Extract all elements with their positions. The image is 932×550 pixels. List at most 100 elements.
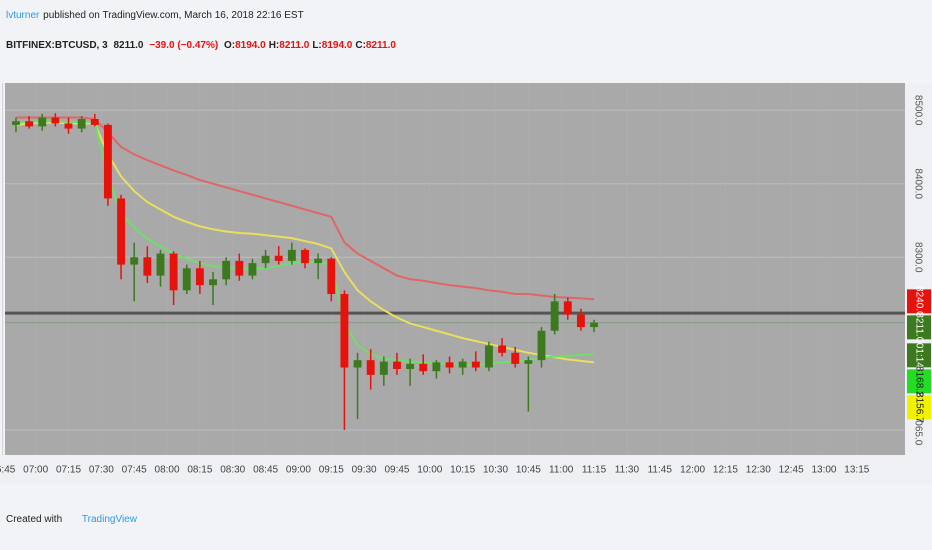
candle-body	[340, 293, 349, 368]
candle-body	[12, 121, 20, 125]
candle-body	[117, 198, 125, 265]
candle-body	[287, 249, 296, 261]
moving-average	[15, 121, 595, 364]
y-tick-label: 8500.0	[912, 95, 923, 126]
candle-body	[64, 123, 73, 129]
x-tick-label: 07:15	[56, 465, 81, 476]
price-label: 01:14	[913, 343, 924, 368]
y-tick-label: 8400.0	[912, 168, 923, 199]
candle-body	[130, 257, 139, 265]
candle-body	[77, 119, 86, 129]
chart: 8065.0 8300.0 8400.0 8500.0 06:45 07:00 07:15 0…	[0, 83, 932, 485]
candle-body	[301, 249, 309, 264]
x-tick-label: 09:30	[352, 465, 377, 476]
x-tick-label: 11:30	[615, 465, 640, 476]
author[interactable]: lvturner	[6, 10, 40, 21]
x-tick-label: 10:00	[417, 465, 442, 476]
candle-body	[314, 258, 323, 264]
candle-body	[38, 117, 47, 127]
ohlc-part: O:	[224, 40, 236, 51]
change: −39.0 (−0.47%)	[149, 40, 219, 51]
brand[interactable]: TradingView	[81, 514, 137, 525]
candle-body	[458, 361, 467, 368]
price-label-box	[907, 343, 931, 368]
price-label-box	[907, 289, 931, 314]
candle-body	[103, 124, 112, 199]
candle-body	[366, 360, 375, 375]
x-tick-label: 13:00	[811, 465, 836, 476]
candle-body	[248, 263, 257, 276]
published: published on TradingView.com, March 16, …	[43, 10, 304, 21]
candle-body	[195, 268, 204, 286]
last: 8211.0	[113, 40, 144, 51]
x-tick-label: 08:15	[187, 465, 212, 476]
candle-body	[90, 119, 99, 125]
x-tick-label: 07:45	[122, 465, 147, 476]
candle-body	[511, 352, 520, 364]
x-tick-label: 09:15	[319, 465, 344, 476]
price-label-box	[907, 315, 931, 340]
price-label-box	[907, 369, 931, 394]
ohlc-part: 8194.0	[235, 40, 266, 51]
price-label: 8211.0	[913, 312, 924, 342]
publish-line: lvturner published on TradingView.com, M…	[6, 10, 307, 21]
x-tick-label: 11:15	[582, 465, 607, 476]
candle-body	[169, 253, 178, 291]
symbol: BITFINEX:BTCUSD, 3	[6, 40, 108, 51]
candle-body	[471, 361, 480, 368]
x-tick-label: 09:45	[384, 465, 409, 476]
ohlc-part: 8211.0	[365, 40, 396, 51]
ohlc-part: 8194.0	[321, 40, 353, 51]
x-tick-label: 07:30	[89, 465, 114, 476]
candle-body	[524, 360, 533, 364]
candle-body	[353, 360, 362, 368]
price-label: 8240.0	[913, 286, 924, 317]
price-label-box	[907, 395, 931, 420]
x-tick-label: 12:30	[746, 465, 771, 476]
time-axis	[0, 455, 932, 485]
candle-body	[537, 330, 546, 361]
x-tick-label: 11:00	[549, 465, 574, 476]
x-tick-label: 10:30	[483, 465, 508, 476]
candle-body	[590, 322, 598, 328]
candle-body	[576, 314, 585, 328]
x-tick-label: 08:30	[220, 465, 245, 476]
x-tick-label: 09:00	[286, 465, 311, 476]
candle-body	[261, 255, 270, 264]
candle-body	[419, 363, 428, 372]
ohlc-part: L:	[312, 40, 322, 51]
x-tick-label: 08:00	[155, 465, 180, 476]
candle-body	[51, 117, 60, 124]
x-tick-label: 12:00	[680, 465, 705, 476]
candle-body	[222, 260, 231, 280]
x-tick-label: 10:45	[516, 465, 541, 476]
candle-body	[25, 121, 34, 127]
candle-body	[274, 255, 283, 261]
x-tick-label: 11:45	[648, 465, 673, 476]
x-tick-label: 13:15	[844, 465, 869, 476]
x-tick-label: 08:45	[253, 465, 278, 476]
candle-body	[143, 257, 152, 276]
created: Created with	[6, 514, 63, 525]
candle-body	[550, 301, 559, 331]
candle-body	[209, 279, 217, 286]
ohlc-part: 8211.0	[279, 40, 310, 51]
candle-body	[445, 362, 454, 368]
candle-body	[379, 361, 388, 375]
candle-body	[432, 362, 441, 372]
moving-average	[15, 116, 595, 301]
x-tick-label: 10:15	[450, 465, 475, 476]
symbol-line: BITFINEX:BTCUSD, 3 8211.0 −39.0 (−0.47%)…	[6, 40, 402, 51]
ohlc: O:8194.0 H:8211.0 L:8194.0 C:8211.0	[224, 40, 399, 51]
candle-body	[563, 301, 572, 315]
candle-body	[182, 268, 191, 291]
plot-area	[5, 83, 905, 455]
ohlc-part: C:	[355, 40, 366, 51]
candle-body	[393, 361, 401, 369]
footer: Created with TradingView	[6, 514, 140, 525]
candle-body	[498, 345, 507, 353]
x-tick-label: 06:45	[0, 465, 16, 476]
ohlc-part: H:	[268, 40, 280, 51]
candle-body	[156, 253, 165, 276]
